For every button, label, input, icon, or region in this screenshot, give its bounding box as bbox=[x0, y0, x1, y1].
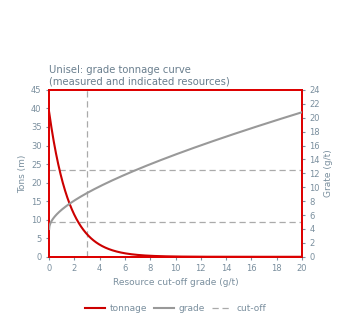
Text: Unisel: grade tonnage curve
(measured and indicated resources): Unisel: grade tonnage curve (measured an… bbox=[49, 65, 230, 86]
Legend: tonnage, grade, cut-off: tonnage, grade, cut-off bbox=[81, 300, 270, 317]
Y-axis label: Tons (m): Tons (m) bbox=[18, 154, 27, 193]
X-axis label: Resource cut-off grade (g/t): Resource cut-off grade (g/t) bbox=[113, 278, 238, 287]
Y-axis label: Grate (g/t): Grate (g/t) bbox=[324, 150, 333, 197]
